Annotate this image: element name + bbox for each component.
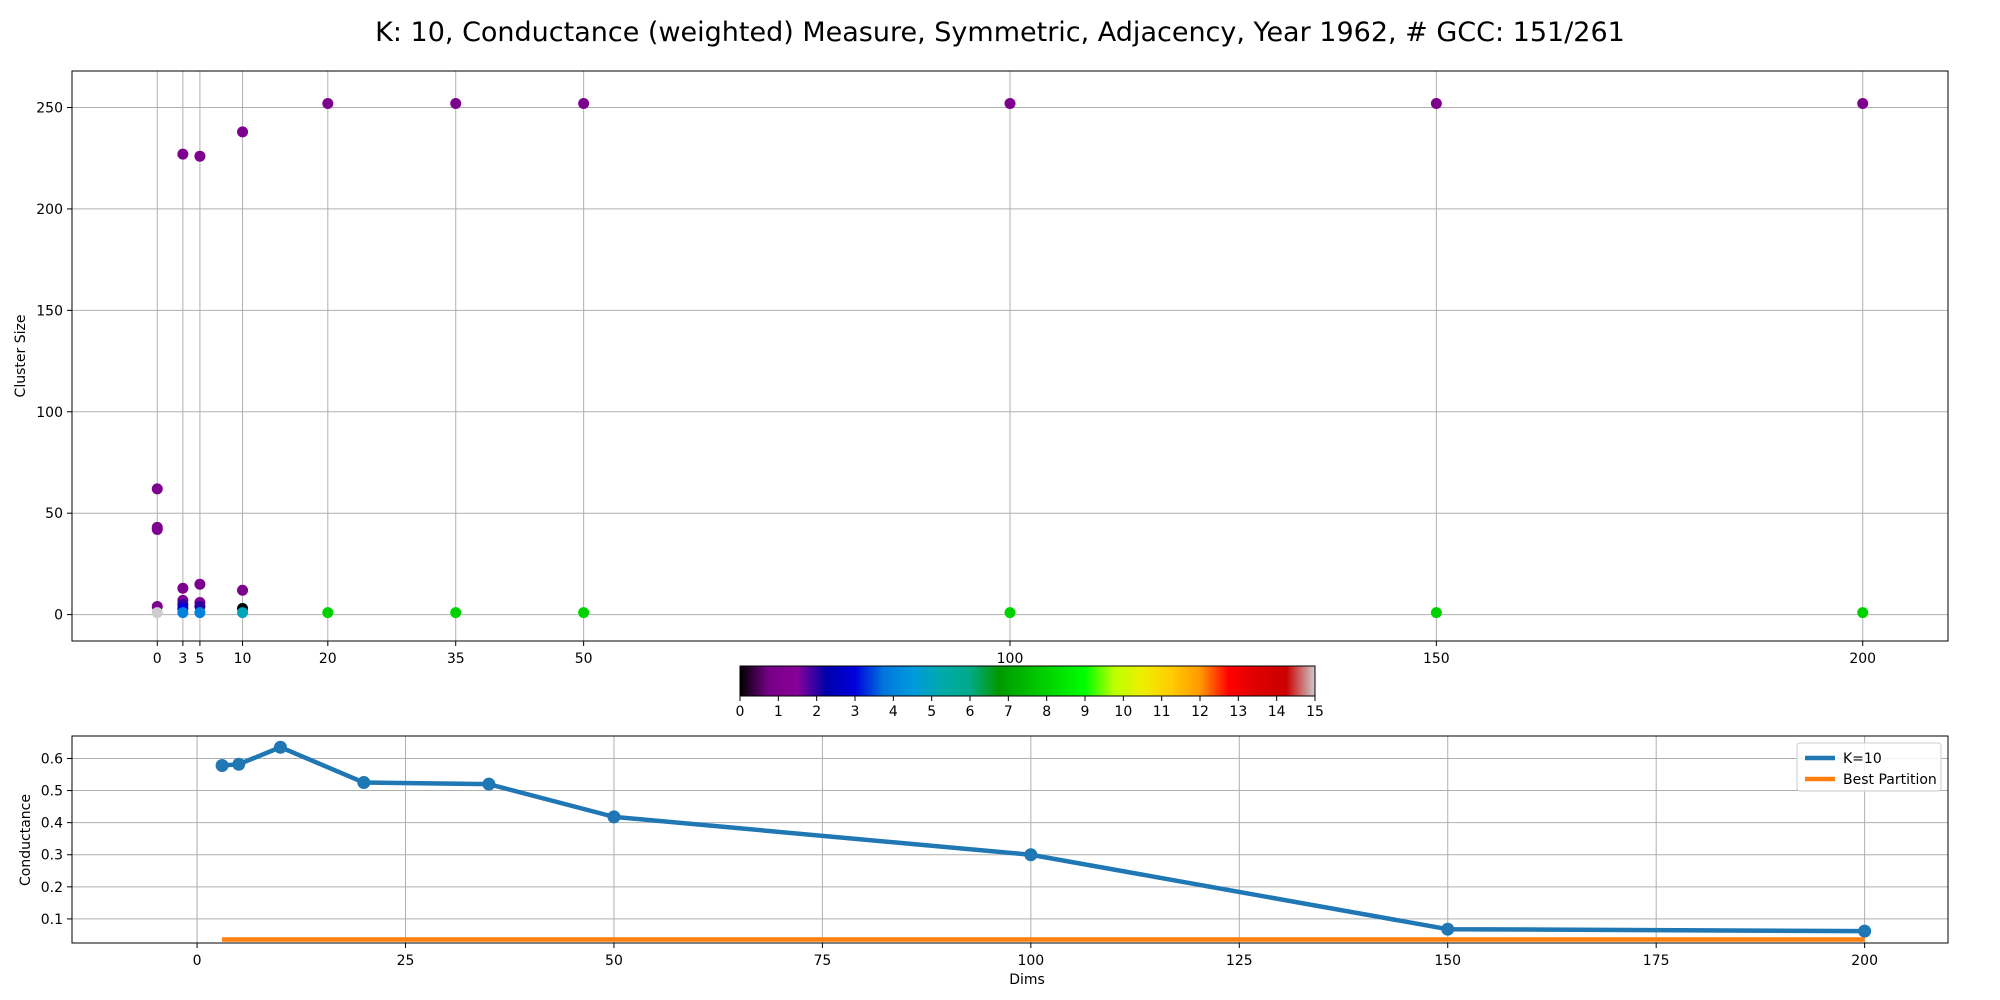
bottom-plot-frame bbox=[72, 736, 1948, 943]
colorbar-tick-label: 12 bbox=[1191, 704, 1209, 720]
bottom-y-tick-label: 0.5 bbox=[41, 784, 63, 800]
top-y-tick-label: 0 bbox=[54, 608, 63, 624]
series-marker bbox=[1858, 924, 1872, 938]
scatter-point bbox=[177, 607, 189, 619]
scatter-point bbox=[1004, 607, 1016, 619]
colorbar-tick-label: 6 bbox=[966, 704, 975, 720]
scatter-point bbox=[194, 607, 206, 619]
colorbar-tick-label: 1 bbox=[774, 704, 783, 720]
bottom-y-tick-label: 0.4 bbox=[41, 816, 63, 832]
colorbar-gradient bbox=[739, 665, 1316, 697]
scatter-point bbox=[151, 483, 163, 495]
bottom-x-tick-label: 125 bbox=[1226, 953, 1253, 969]
colorbar-tick-label: 2 bbox=[812, 704, 821, 720]
top-y-tick-label: 200 bbox=[36, 202, 63, 218]
scatter-point bbox=[322, 97, 334, 109]
legend: K=10 Best Partition bbox=[1796, 742, 1942, 792]
top-x-tick-label: 50 bbox=[575, 651, 593, 667]
top-y-axis-label: Cluster Size bbox=[13, 315, 29, 398]
colorbar-tick-label: 14 bbox=[1268, 704, 1286, 720]
colorbar-tick-label: 10 bbox=[1114, 704, 1132, 720]
colorbar-tick-label: 8 bbox=[1042, 704, 1051, 720]
colorbar-tick-label: 4 bbox=[889, 704, 898, 720]
scatter-point bbox=[151, 607, 163, 619]
scatter-point bbox=[450, 97, 462, 109]
series-marker bbox=[1441, 922, 1455, 936]
series-marker bbox=[215, 759, 229, 773]
scatter-point bbox=[151, 523, 163, 535]
bottom-y-tick-label: 0.3 bbox=[41, 848, 63, 864]
figure-title: K: 10, Conductance (weighted) Measure, S… bbox=[375, 17, 1625, 48]
colorbar-tick-label: 0 bbox=[736, 704, 745, 720]
scatter-point bbox=[322, 607, 334, 619]
top-x-tick-label: 200 bbox=[1849, 651, 1876, 667]
colorbar-tick-label: 9 bbox=[1081, 704, 1090, 720]
scatter-point bbox=[194, 150, 206, 162]
series-marker bbox=[607, 810, 621, 824]
scatter-point bbox=[578, 97, 590, 109]
bottom-x-axis-label: Dims bbox=[1009, 972, 1045, 988]
series-marker bbox=[232, 757, 246, 771]
scatter-point bbox=[1857, 97, 1869, 109]
bottom-x-tick-label: 75 bbox=[813, 953, 831, 969]
scatter-point bbox=[450, 607, 462, 619]
legend-label: Best Partition bbox=[1843, 772, 1937, 788]
bottom-x-tick-label: 175 bbox=[1643, 953, 1670, 969]
series-marker bbox=[482, 777, 496, 791]
legend-label: K=10 bbox=[1843, 751, 1882, 767]
scatter-point bbox=[177, 148, 189, 160]
top-y-tick-label: 50 bbox=[45, 506, 63, 522]
scatter-point bbox=[237, 126, 249, 138]
top-x-tick-label: 35 bbox=[447, 651, 465, 667]
scatter-point bbox=[177, 582, 189, 594]
bottom-plot-border bbox=[71, 735, 1949, 944]
conductance-line-plot: 0 25 50 75 100 125 150 175 200 0.1 0.2 0.3 0.4 0.5 0.… bbox=[18, 735, 1949, 988]
colorbar-tick-label: 7 bbox=[1004, 704, 1013, 720]
colorbar-tick-label: 3 bbox=[851, 704, 860, 720]
scatter-point bbox=[1857, 607, 1869, 619]
bottom-y-tick-label: 0.2 bbox=[41, 880, 63, 896]
top-x-tick-label: 20 bbox=[319, 651, 337, 667]
bottom-x-tick-label: 25 bbox=[397, 953, 415, 969]
top-x-tick-label: 10 bbox=[234, 651, 252, 667]
series-marker bbox=[273, 740, 287, 754]
scatter-point bbox=[194, 578, 206, 590]
bottom-y-axis-label: Conductance bbox=[18, 794, 34, 886]
scatter-point bbox=[1430, 607, 1442, 619]
top-y-tick-label: 100 bbox=[36, 405, 63, 421]
top-y-tick-label: 250 bbox=[36, 101, 63, 117]
series-marker bbox=[357, 776, 371, 790]
scatter-point bbox=[578, 607, 590, 619]
top-x-tick-label: 0 bbox=[153, 651, 162, 667]
bottom-y-tick-label: 0.6 bbox=[41, 751, 63, 767]
colorbar: 0 1 2 3 4 5 6 7 8 9 10 11 12 13 14 15 bbox=[736, 665, 1324, 720]
bottom-x-tick-label: 150 bbox=[1434, 953, 1461, 969]
top-x-tick-label: 100 bbox=[997, 651, 1024, 667]
colorbar-tick-label: 13 bbox=[1229, 704, 1247, 720]
scatter-point bbox=[1004, 97, 1016, 109]
colorbar-tick-label: 15 bbox=[1306, 704, 1324, 720]
bottom-x-tick-label: 50 bbox=[605, 953, 623, 969]
series-marker bbox=[1024, 848, 1038, 862]
top-x-tick-label: 150 bbox=[1423, 651, 1450, 667]
colorbar-tick-label: 11 bbox=[1153, 704, 1171, 720]
bottom-x-tick-label: 200 bbox=[1851, 953, 1878, 969]
scatter-point bbox=[237, 584, 249, 596]
top-x-tick-label: 5 bbox=[195, 651, 204, 667]
colorbar-tick-label: 5 bbox=[927, 704, 936, 720]
bottom-y-tick-label: 0.1 bbox=[41, 912, 63, 928]
top-x-tick-label: 3 bbox=[178, 651, 187, 667]
top-y-tick-label: 150 bbox=[36, 303, 63, 319]
scatter-point bbox=[1430, 97, 1442, 109]
bottom-x-tick-label: 0 bbox=[193, 953, 202, 969]
scatter-point bbox=[237, 607, 249, 619]
bottom-x-tick-label: 100 bbox=[1017, 953, 1044, 969]
